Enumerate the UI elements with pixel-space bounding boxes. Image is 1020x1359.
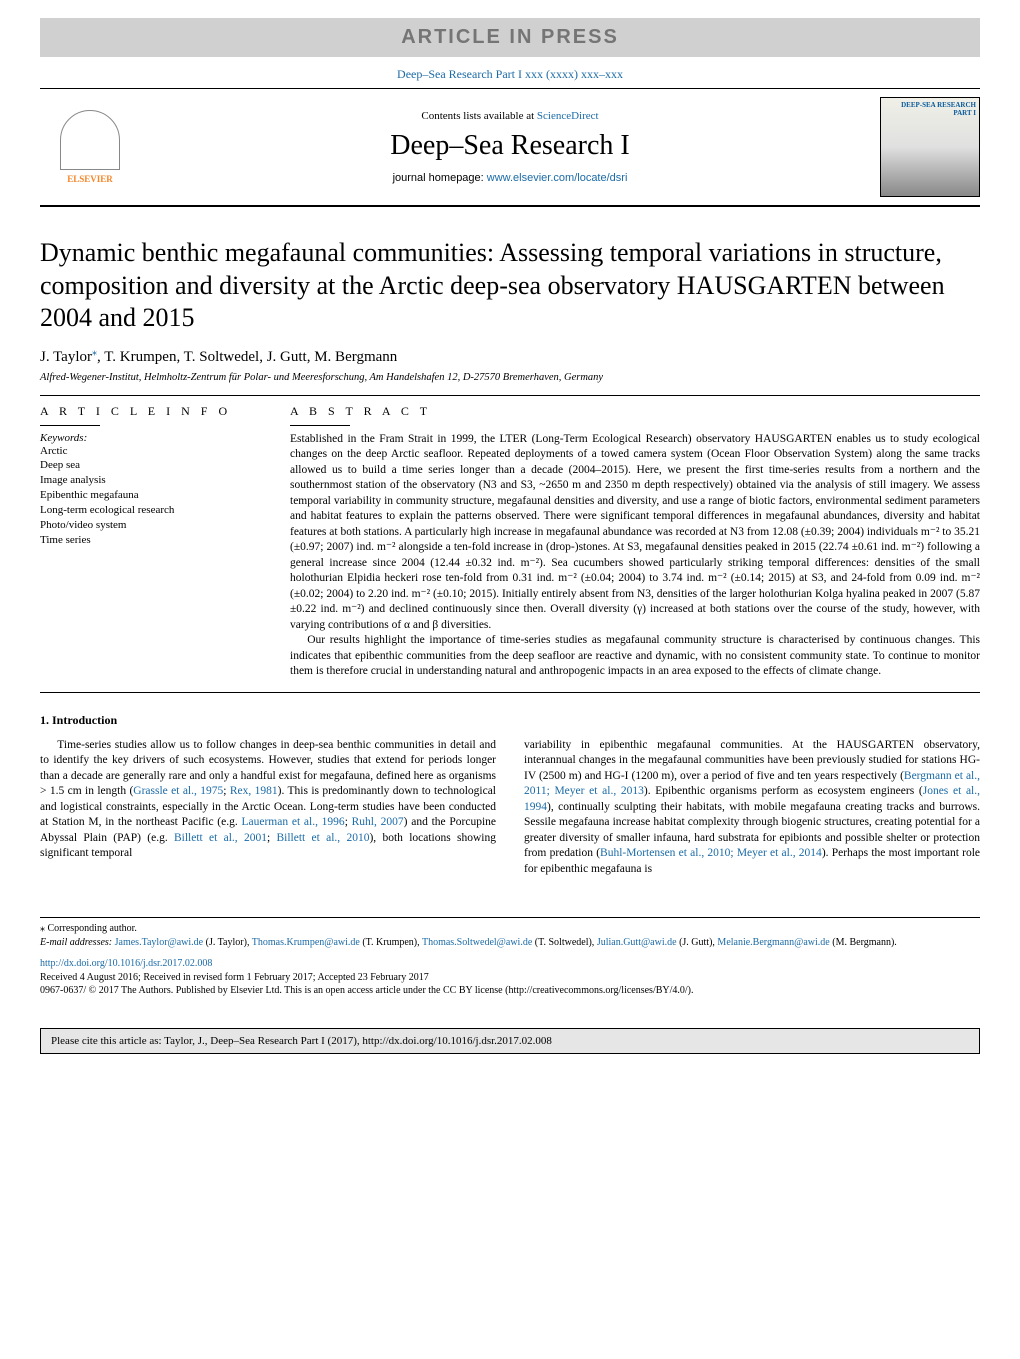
intro-p1: Time-series studies allow us to follow c… — [40, 738, 496, 862]
publisher-name: ELSEVIER — [67, 174, 113, 184]
t: (T. Krumpen), — [360, 937, 422, 948]
t: ). Epibenthic organisms perform as ecosy… — [644, 785, 923, 797]
cover-label: DEEP-SEA RESEARCH PART I — [901, 101, 976, 117]
keywords-list: ArcticDeep seaImage analysisEpibenthic m… — [40, 444, 260, 548]
keyword-item: Image analysis — [40, 473, 260, 488]
keyword-item: Arctic — [40, 444, 260, 459]
t: ; — [223, 785, 230, 797]
doi-link[interactable]: http://dx.doi.org/10.1016/j.dsr.2017.02.… — [40, 958, 212, 969]
received-dates: Received 4 August 2016; Received in revi… — [40, 971, 980, 985]
sciencedirect-link[interactable]: ScienceDirect — [537, 110, 599, 122]
ref-billett-2001[interactable]: Billett et al., 2001 — [174, 832, 267, 844]
authors-rest: , T. Krumpen, T. Soltwedel, J. Gutt, M. … — [97, 349, 397, 365]
email-soltwedel[interactable]: Thomas.Soltwedel@awi.de — [422, 937, 532, 948]
ref-buhl[interactable]: Buhl-Mortensen et al., 2010; Meyer et al… — [600, 847, 822, 859]
abstract-label: A B S T R A C T — [290, 404, 980, 419]
header-center: Contents lists available at ScienceDirec… — [140, 110, 880, 184]
intro-p2: variability in epibenthic megafaunal com… — [524, 738, 980, 878]
intro-col-left: Time-series studies allow us to follow c… — [40, 738, 496, 878]
info-abstract-row: A R T I C L E I N F O Keywords: ArcticDe… — [40, 404, 980, 680]
introduction-section: 1. Introduction Time-series studies allo… — [40, 713, 980, 878]
keyword-item: Time series — [40, 533, 260, 548]
keywords-label: Keywords: — [40, 432, 260, 444]
author-lead: J. Taylor — [40, 349, 92, 365]
intro-columns: Time-series studies allow us to follow c… — [40, 738, 980, 878]
keyword-item: Long-term ecological research — [40, 503, 260, 518]
journal-homepage-link[interactable]: www.elsevier.com/locate/dsri — [487, 172, 628, 184]
article-in-press-banner: ARTICLE IN PRESS — [40, 18, 980, 57]
ref-rex[interactable]: Rex, 1981 — [230, 785, 278, 797]
t: ; — [345, 816, 352, 828]
doi-block: http://dx.doi.org/10.1016/j.dsr.2017.02.… — [40, 957, 980, 998]
ref-ruhl[interactable]: Ruhl, 2007 — [352, 816, 404, 828]
copyright-line: 0967-0637/ © 2017 The Authors. Published… — [40, 984, 980, 998]
journal-header: ELSEVIER Contents lists available at Sci… — [40, 88, 980, 207]
abstract-p2: Our results highlight the importance of … — [290, 633, 980, 680]
ref-lauerman[interactable]: Lauerman et al., 1996 — [241, 816, 344, 828]
t: (J. Taylor), — [203, 937, 252, 948]
t: (M. Bergmann). — [830, 937, 897, 948]
citation-box: Please cite this article as: Taylor, J.,… — [40, 1028, 980, 1054]
keyword-item: Epibenthic megafauna — [40, 488, 260, 503]
article-title: Dynamic benthic megafaunal communities: … — [40, 237, 980, 335]
abstract-short-rule — [290, 425, 350, 426]
email-krumpen[interactable]: Thomas.Krumpen@awi.de — [252, 937, 360, 948]
info-short-rule — [40, 425, 100, 426]
t: (T. Soltwedel), — [532, 937, 597, 948]
publisher-logo: ELSEVIER — [40, 97, 140, 197]
t: (J. Gutt), — [677, 937, 718, 948]
homepage-line: journal homepage: www.elsevier.com/locat… — [140, 172, 880, 184]
intro-heading: 1. Introduction — [40, 713, 980, 728]
rule-bottom — [40, 692, 980, 693]
email-gutt[interactable]: Julian.Gutt@awi.de — [597, 937, 677, 948]
contents-line: Contents lists available at ScienceDirec… — [140, 110, 880, 122]
journal-ref-link[interactable]: Deep–Sea Research Part I xxx (xxxx) xxx–… — [397, 67, 623, 81]
journal-cover-thumbnail: DEEP-SEA RESEARCH PART I — [880, 97, 980, 197]
email-label: E-mail addresses: — [40, 937, 115, 948]
article-info-column: A R T I C L E I N F O Keywords: ArcticDe… — [40, 404, 260, 680]
keyword-item: Deep sea — [40, 458, 260, 473]
email-taylor[interactable]: James.Taylor@awi.de — [115, 937, 203, 948]
homepage-prefix: journal homepage: — [393, 172, 487, 184]
email-bergmann[interactable]: Melanie.Bergmann@awi.de — [717, 937, 829, 948]
rule-top — [40, 395, 980, 396]
ref-grassle[interactable]: Grassle et al., 1975 — [133, 785, 223, 797]
article-info-label: A R T I C L E I N F O — [40, 404, 260, 419]
journal-reference: Deep–Sea Research Part I xxx (xxxx) xxx–… — [0, 67, 1020, 82]
elsevier-tree-icon — [60, 110, 120, 170]
affiliation: Alfred-Wegener-Institut, Helmholtz-Zentr… — [40, 372, 980, 383]
corresponding-author-note: ⁎ Corresponding author. — [40, 922, 980, 936]
intro-col-right: variability in epibenthic megafaunal com… — [524, 738, 980, 878]
ref-billett-2010[interactable]: Billett et al., 2010 — [276, 832, 369, 844]
contents-prefix: Contents lists available at — [421, 110, 536, 122]
abstract-p1: Established in the Fram Strait in 1999, … — [290, 432, 980, 634]
footnotes: ⁎ Corresponding author. E-mail addresses… — [40, 917, 980, 949]
email-addresses: E-mail addresses: James.Taylor@awi.de (J… — [40, 936, 980, 950]
authors-line: J. Taylor⁎, T. Krumpen, T. Soltwedel, J.… — [40, 347, 980, 366]
keyword-item: Photo/video system — [40, 518, 260, 533]
journal-name: Deep–Sea Research I — [140, 130, 880, 162]
abstract-text: Established in the Fram Strait in 1999, … — [290, 432, 980, 680]
abstract-column: A B S T R A C T Established in the Fram … — [290, 404, 980, 680]
